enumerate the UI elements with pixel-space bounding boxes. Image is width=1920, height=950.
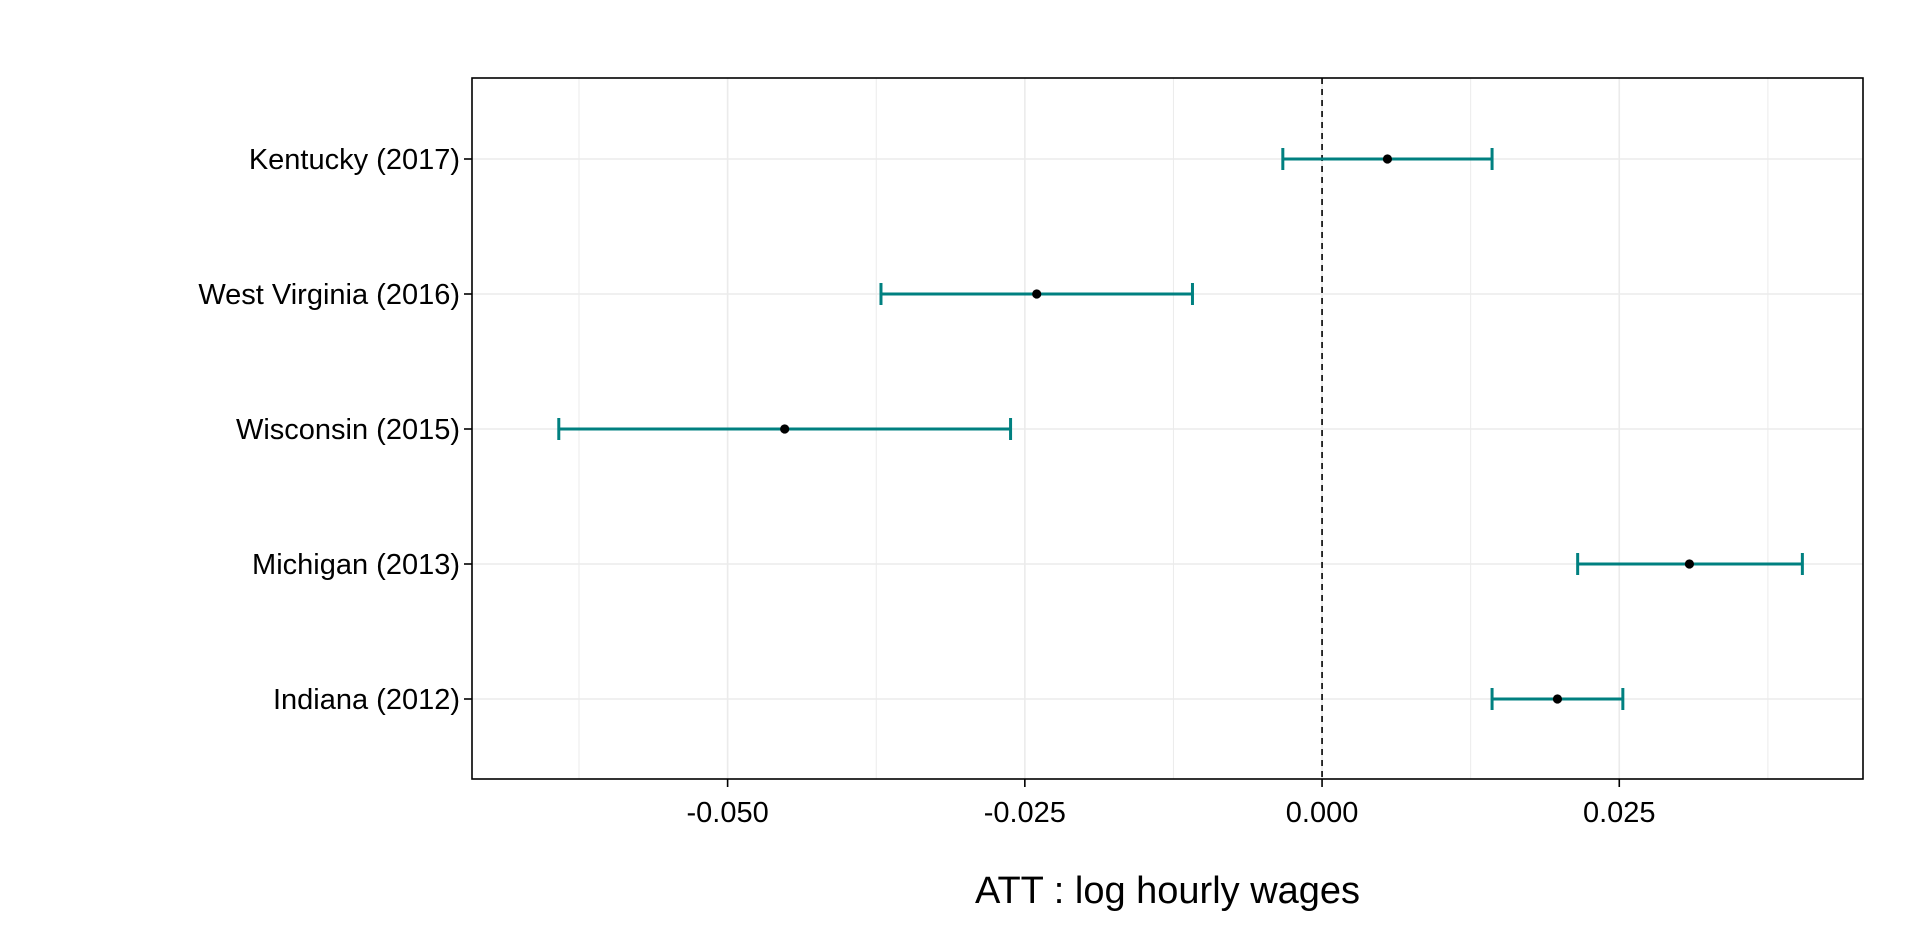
- point-estimate: [1032, 289, 1042, 299]
- y-tick-label: West Virginia (2016): [198, 279, 460, 311]
- y-tick-label: Wisconsin (2015): [236, 414, 460, 446]
- estimate-row: [1281, 148, 1494, 170]
- y-tick-label: Kentucky (2017): [249, 144, 460, 176]
- x-tick-label: -0.050: [686, 797, 768, 829]
- estimate-row: [557, 418, 1013, 440]
- x-tick-label: 0.025: [1583, 797, 1656, 829]
- x-tick-label: 0.000: [1286, 797, 1359, 829]
- estimate-row: [1576, 553, 1804, 575]
- estimates-group: [557, 148, 1804, 710]
- point-estimate: [780, 424, 790, 434]
- axes: Kentucky (2017) West Virginia (2016) Wisco…: [198, 144, 1655, 829]
- point-estimate: [1684, 559, 1695, 569]
- y-tick-label: Michigan (2013): [252, 549, 460, 581]
- point-estimate: [1552, 694, 1563, 704]
- point-estimate: [1382, 154, 1393, 164]
- estimate-row: [1490, 688, 1625, 710]
- x-tick-label: -0.025: [984, 797, 1066, 829]
- x-axis-title: ATT : log hourly wages: [975, 870, 1360, 912]
- estimate-row: [879, 283, 1194, 305]
- y-tick-label: Indiana (2012): [273, 684, 460, 716]
